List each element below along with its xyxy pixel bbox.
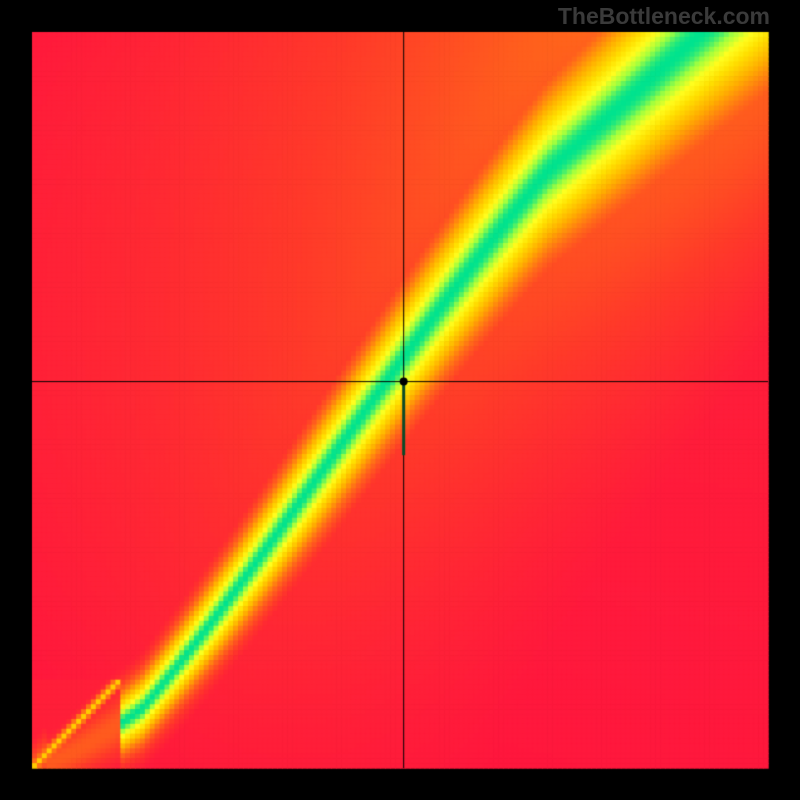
heatmap-canvas — [0, 0, 800, 800]
watermark-text: TheBottleneck.com — [558, 3, 770, 30]
